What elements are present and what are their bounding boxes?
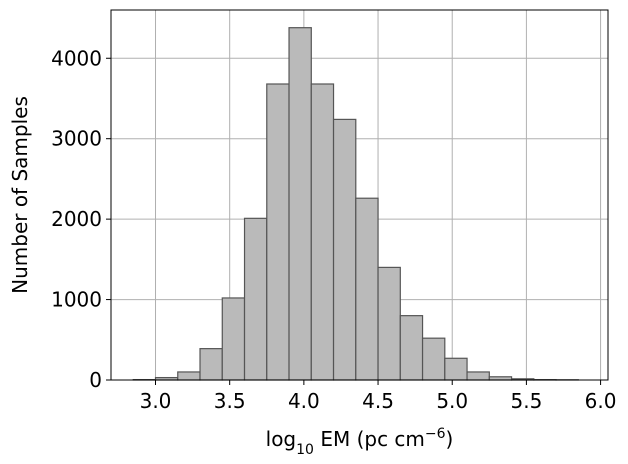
histogram-bar bbox=[332, 118, 357, 381]
histogram-bar bbox=[466, 371, 490, 381]
histogram-bar bbox=[444, 357, 468, 381]
y-tick-label: 1000 bbox=[51, 288, 102, 312]
histogram-bar bbox=[243, 217, 268, 381]
histogram-bar bbox=[399, 315, 424, 381]
histogram-bar bbox=[377, 266, 401, 381]
x-tick-label: 5.5 bbox=[510, 389, 542, 413]
histogram-bar bbox=[221, 297, 246, 381]
x-tick-label: 6.0 bbox=[585, 389, 617, 413]
x-tick-label: 4.0 bbox=[288, 389, 320, 413]
histogram-bar bbox=[177, 371, 201, 381]
x-axis-ticks: 3.0 3.5 4.0 4.5 5.0 5.5 6.0 bbox=[140, 380, 617, 413]
x-tick-label: 4.5 bbox=[362, 389, 394, 413]
histogram-bar bbox=[266, 83, 290, 381]
y-tick-label: 2000 bbox=[51, 207, 102, 231]
histogram-bar bbox=[421, 337, 446, 381]
y-axis-label: Number of Samples bbox=[8, 96, 32, 294]
x-tick-label: 3.5 bbox=[214, 389, 246, 413]
y-tick-label: 3000 bbox=[51, 127, 102, 151]
histogram-bars bbox=[132, 27, 579, 381]
x-axis-label: log10 EM (pc cm−6) bbox=[266, 426, 454, 458]
y-tick-label: 0 bbox=[89, 368, 102, 392]
x-tick-label: 5.0 bbox=[436, 389, 468, 413]
histogram-bar bbox=[288, 27, 312, 381]
y-axis-ticks: 0 1000 2000 3000 4000 bbox=[51, 46, 111, 392]
histogram-bar bbox=[310, 83, 335, 381]
histogram-bar bbox=[355, 197, 379, 381]
y-tick-label: 4000 bbox=[51, 46, 102, 70]
plot-frame bbox=[110, 9, 609, 381]
histogram-bar bbox=[199, 348, 223, 381]
x-tick-label: 3.0 bbox=[140, 389, 172, 413]
